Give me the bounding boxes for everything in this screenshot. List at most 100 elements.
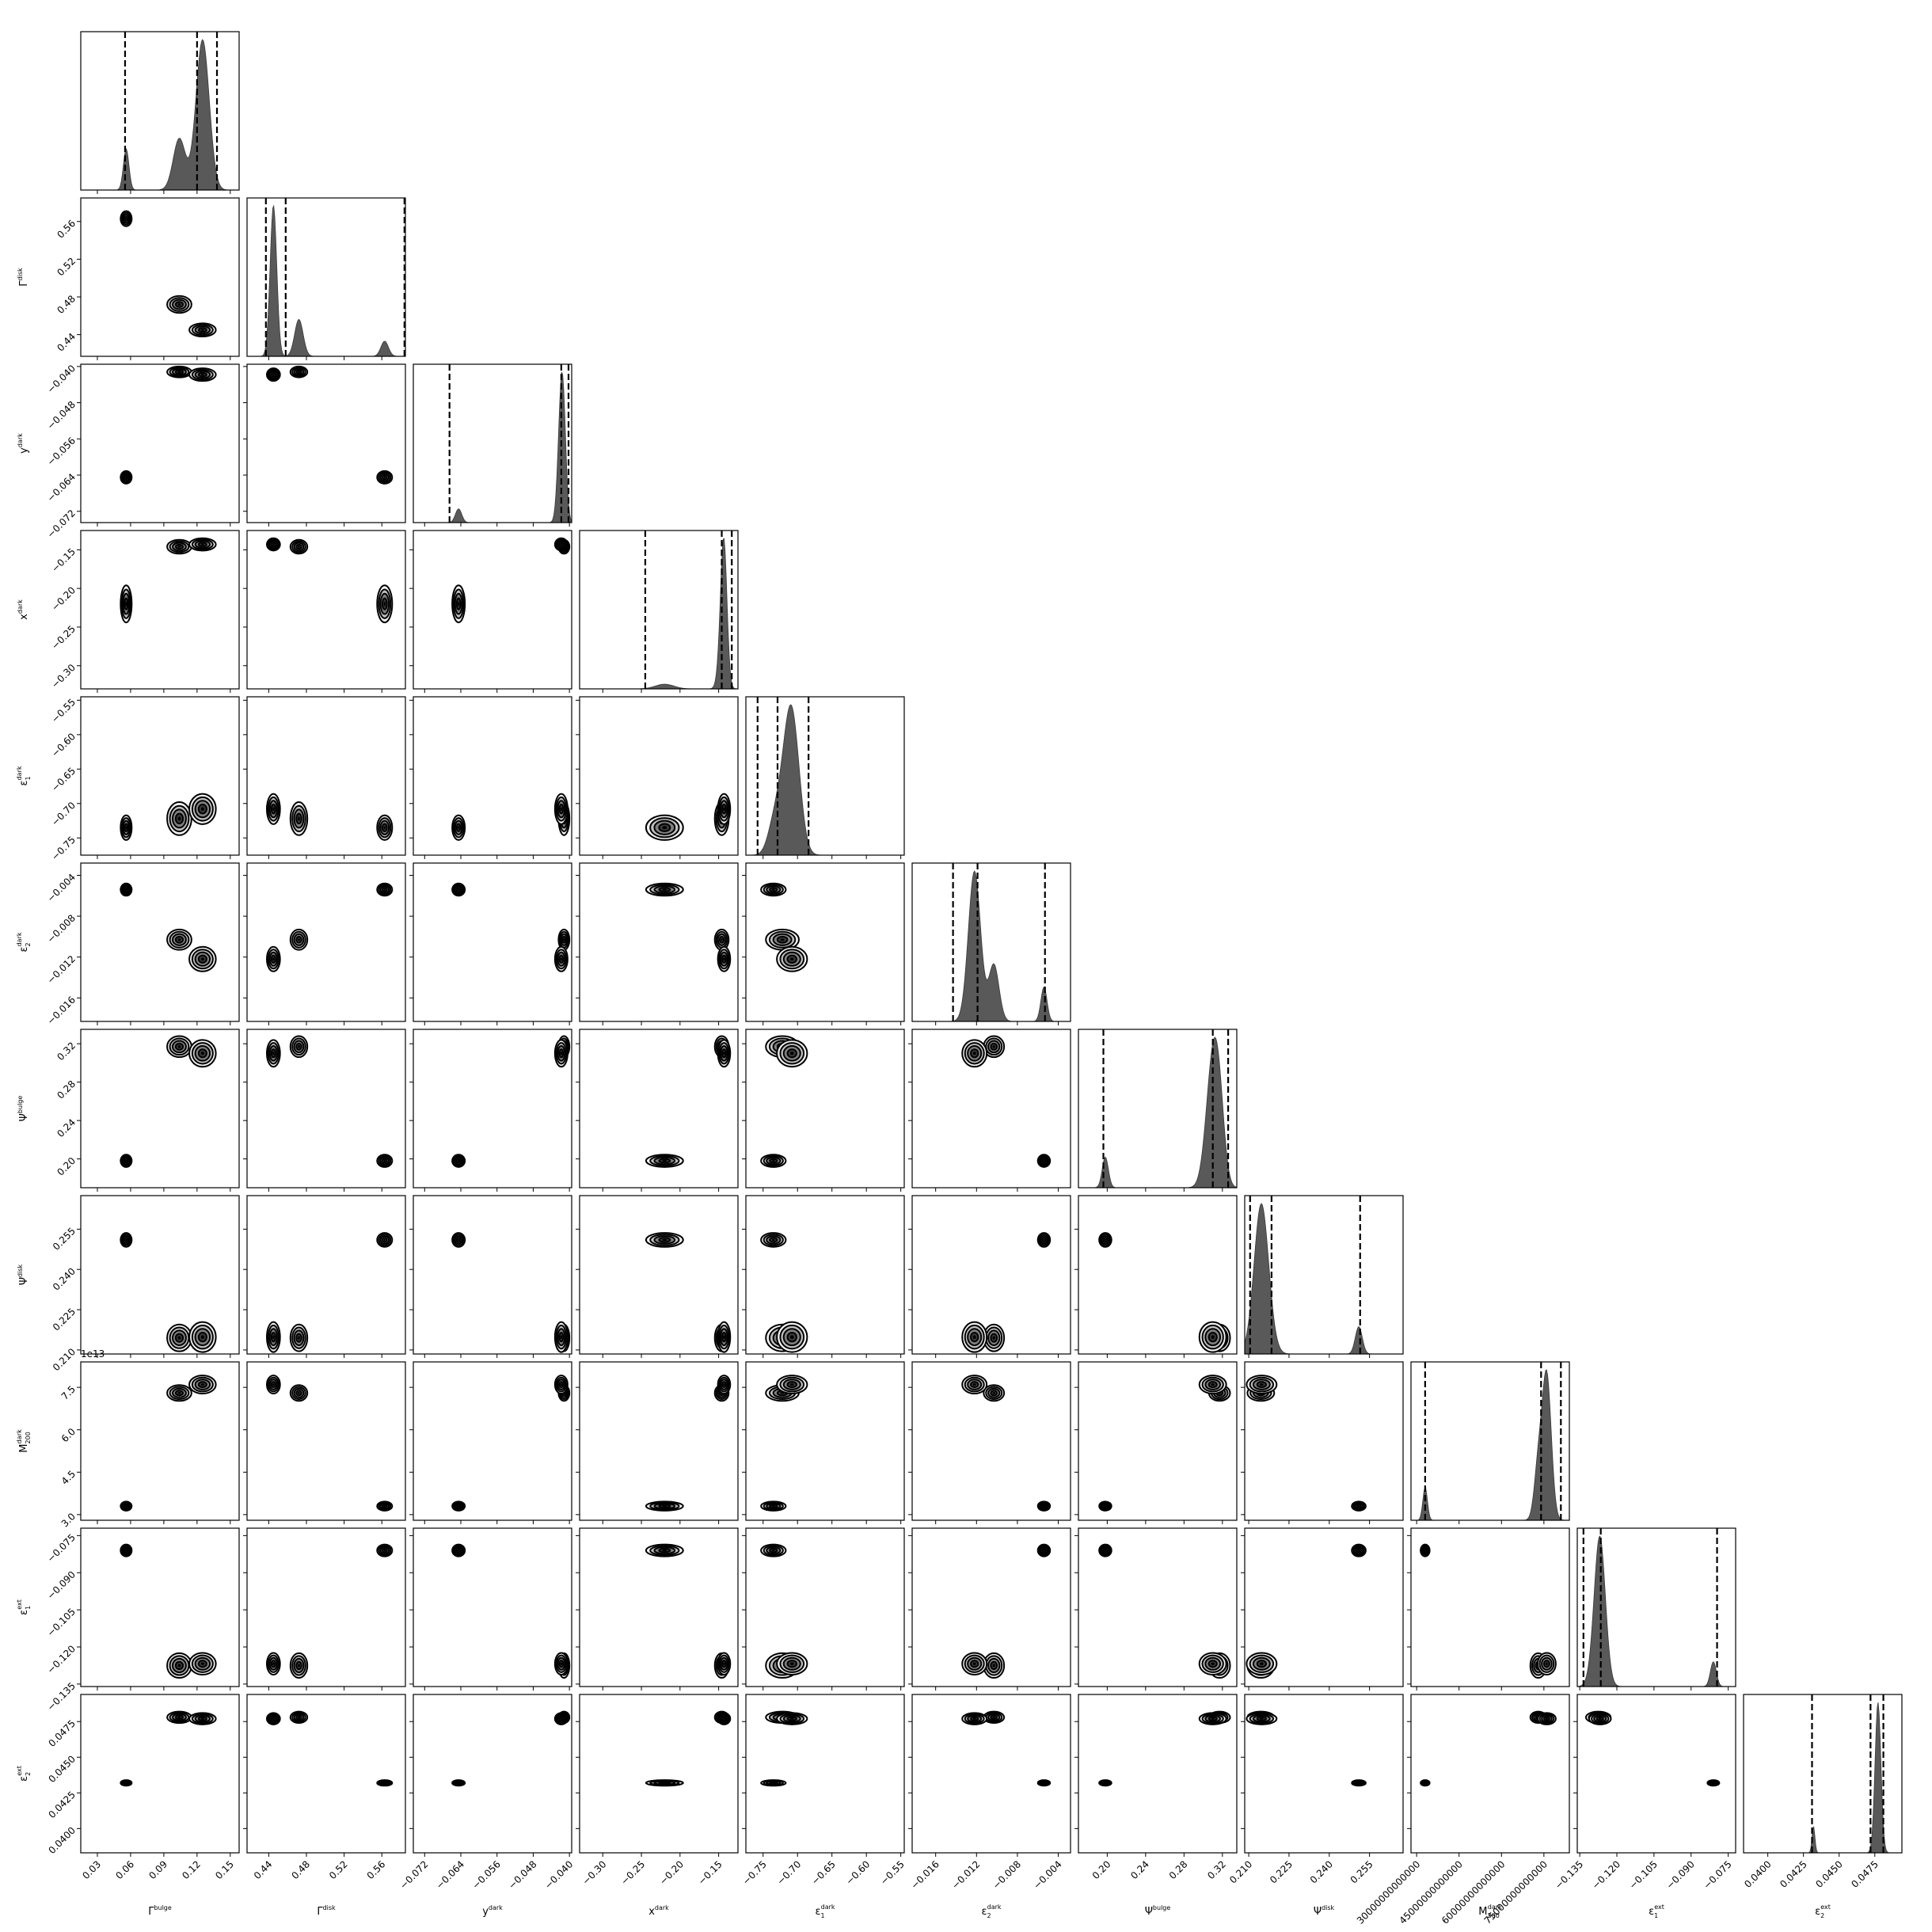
contour-e2d-pd-2-4 [972, 1335, 976, 1340]
y-tick-label-e1d: −0.75 [49, 834, 78, 862]
panel-frame [80, 530, 240, 690]
panel-xd-m [576, 1361, 739, 1524]
y-tick-label-gd: 0.44 [55, 331, 78, 354]
panel-frame [579, 1195, 739, 1355]
contour-gb-xd-0-4 [125, 601, 127, 607]
y-tick-label-e1e: −0.090 [45, 1569, 78, 1601]
contour-gd-xd-1-4 [298, 546, 300, 548]
x-tick-label-yd: −0.056 [470, 1858, 503, 1891]
contour-gb-m-2-4 [200, 1383, 204, 1386]
x-tick-label-yd: −0.048 [506, 1858, 538, 1891]
x-tick-label-yd: −0.040 [542, 1858, 575, 1891]
contour-yd-pd-2-4 [560, 1335, 563, 1340]
panel-pd-pd [1244, 1195, 1404, 1358]
contour-pd-m-0-4 [1357, 1504, 1360, 1508]
panel-gd-e2e: 0.44 0.48 0.52 0.56 [243, 1694, 406, 1881]
contour-pb-pd-2-4 [1211, 1335, 1215, 1340]
contour-gd-m-0-4 [383, 1504, 386, 1508]
panel-e1d-e2d [742, 862, 905, 1025]
contour-e2d-m-2-4 [972, 1383, 976, 1386]
histogram-gd [247, 204, 405, 356]
contour-gb-yd-0-4 [125, 476, 127, 479]
panel-yd-e1e [409, 1527, 572, 1690]
panel-pb-pd [1074, 1195, 1238, 1358]
x-tick-label-xd: −0.25 [618, 1858, 647, 1887]
contour-gd-pd-0-4 [383, 1238, 386, 1242]
panel-frame [246, 363, 406, 523]
panel-e1d-pd [742, 1195, 905, 1358]
panel-frame [579, 1029, 739, 1188]
panel-gb-e2e: 0.03 0.06 0.09 0.12 0.15 0.0400 0.0425 0.0450 0.… [46, 1694, 240, 1881]
histogram-gb [81, 39, 239, 190]
contour-e1e-e2e-2-4 [1599, 1717, 1602, 1720]
x-tick-label-e1e: −0.075 [1702, 1858, 1734, 1891]
panel-frame [246, 696, 406, 856]
panel-gd-xd [243, 530, 406, 693]
axis-label-e2e: ε2ext [16, 1766, 32, 1782]
contour-e2d-e1e-2-4 [972, 1662, 976, 1665]
x-tick-label-xd: −0.15 [696, 1858, 724, 1887]
contour-m-e2e-2-4 [1546, 1717, 1548, 1720]
contour-m-e1e-0-4 [1424, 1549, 1427, 1552]
panel-frame [80, 696, 240, 856]
contour-e2d-m-1-4 [992, 1392, 995, 1394]
panel-gb-gd: 0.44 0.48 0.52 0.56 [55, 197, 240, 360]
panel-pb-e1e [1074, 1527, 1238, 1690]
axis-label-e1d: ε1dark [16, 766, 32, 785]
contour-pb-e1e-2-4 [1211, 1662, 1215, 1665]
panel-frame [413, 1527, 572, 1687]
contour-m-e2e-0-4 [1424, 1782, 1427, 1784]
panel-frame [80, 363, 240, 523]
panel-frame [1078, 1527, 1238, 1687]
x-tick-label-gd: 0.52 [327, 1858, 350, 1881]
y-tick-label-e1d: −0.65 [49, 765, 78, 793]
axis-label-m: M200dark [16, 1429, 32, 1453]
panel-frame [246, 1361, 406, 1521]
panel-frame [1576, 1694, 1736, 1854]
panel-frame [80, 1195, 240, 1355]
x-tick-label-e2e: 0.0475 [1849, 1858, 1881, 1890]
panel-frame [1576, 1527, 1736, 1687]
y-tick-label-e1d: −0.55 [49, 697, 78, 725]
contour-gb-pd-1-4 [177, 1336, 181, 1340]
y-tick-label-e2e: 0.0475 [46, 1717, 78, 1749]
contour-pb-m-2-4 [1211, 1383, 1215, 1386]
x-tick-label-e2e: 0.0400 [1742, 1858, 1774, 1890]
contour-e1d-m-0-4 [771, 1504, 775, 1508]
panel-frame [579, 1527, 739, 1687]
contour-e2d-e1e-1-4 [992, 1664, 995, 1668]
x-tick-label-e1e: −0.120 [1590, 1858, 1622, 1891]
contour-pd-e1e-2-4 [1259, 1662, 1264, 1665]
contour-gb-e1d-2-4 [200, 807, 204, 812]
axis-label-yd: ydark [482, 1904, 503, 1918]
contour-xd-e1e-0-4 [662, 1549, 667, 1552]
x-tick-label-yd: −0.072 [397, 1858, 430, 1891]
y-tick-label-m: 4.5 [59, 1468, 78, 1486]
contour-yd-pb-0-4 [457, 1159, 460, 1162]
contour-gb-m-1-4 [177, 1392, 181, 1394]
panel-e2d-pd [908, 1195, 1071, 1358]
axis-label-e1d: ε1dark [815, 1903, 835, 1919]
x-tick-label-xd: −0.20 [657, 1858, 686, 1887]
contour-gb-e1e-0-4 [125, 1549, 127, 1552]
panel-frame [246, 1527, 406, 1687]
panel-gb-pd: 0.210 0.225 0.240 0.255 [51, 1195, 240, 1373]
contour-yd-pb-2-4 [560, 1052, 563, 1055]
histogram-e2d [912, 870, 1071, 1021]
panel-frame [80, 1029, 240, 1188]
contour-gb-e2d-0-4 [125, 888, 127, 891]
contour-gb-e2e-1-4 [177, 1716, 181, 1719]
contour-gd-yd-1-4 [298, 371, 300, 373]
histogram-e2e [1744, 1702, 1902, 1853]
panel-frame [1743, 1694, 1903, 1854]
contour-xd-e2e-0-4 [662, 1782, 667, 1784]
panel-frame [1244, 1361, 1404, 1521]
panel-gb-e1e: −0.135 −0.120 −0.105 −0.090 −0.075 [45, 1527, 240, 1713]
panel-gd-pb [243, 1029, 406, 1192]
contour-yd-xd-0-4 [457, 601, 460, 607]
panel-frame [80, 31, 240, 191]
panel-frame [1078, 1195, 1238, 1355]
contour-gb-e2d-1-4 [177, 938, 181, 941]
contour-gb-yd-2-4 [200, 373, 204, 376]
panel-frame [413, 1029, 572, 1188]
